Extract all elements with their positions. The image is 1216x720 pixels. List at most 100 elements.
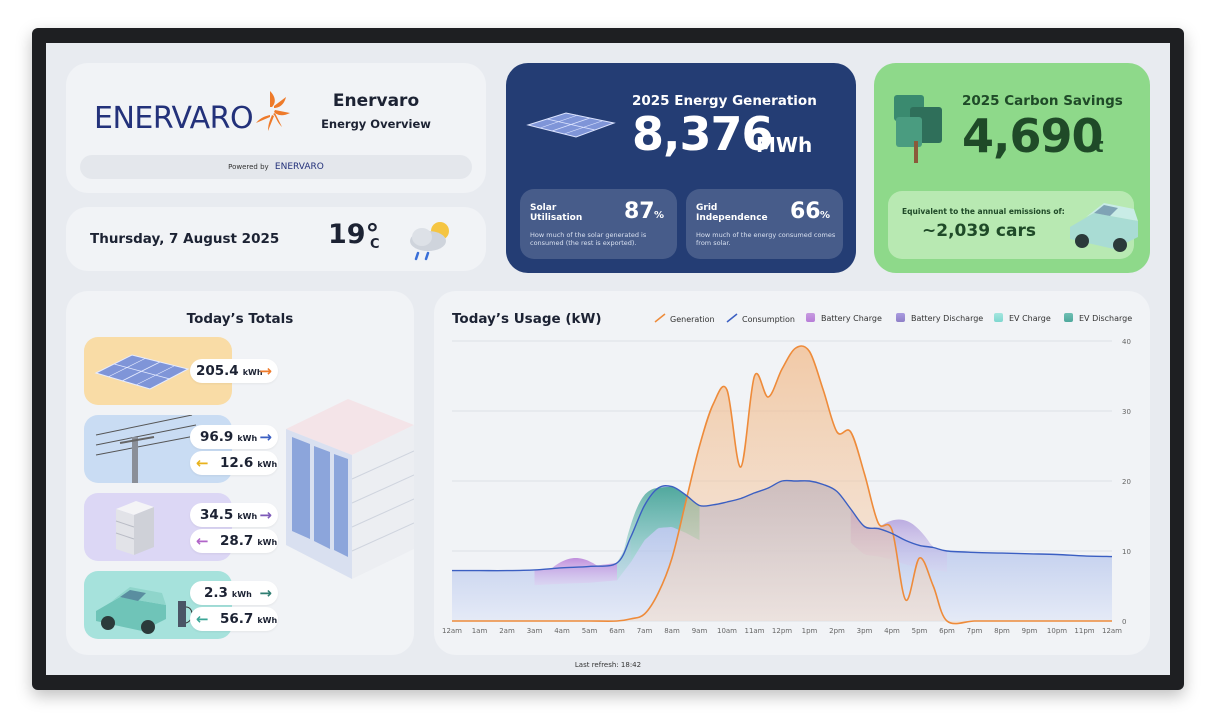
grid-independence-unit: % [820, 210, 831, 221]
legend-swatch [994, 313, 1003, 322]
x-tick-label: 7am [637, 627, 653, 635]
ev-discharge-area [630, 486, 700, 563]
legend-generation[interactable]: Generation [654, 313, 715, 324]
solar-utilisation-value: 87 [624, 199, 655, 224]
legend-ev-charge-label: EV Charge [1009, 314, 1051, 323]
solar-utilisation-description: How much of the solar generated is consu… [530, 231, 647, 247]
generation-value: 8,376 [632, 107, 774, 161]
grid-independence-description: How much of the energy consumed comes fr… [696, 231, 836, 247]
legend-swatch [806, 313, 815, 322]
battery-charge-pill: 34.5 kWh → [190, 503, 278, 527]
arrow-left-icon: ← [196, 454, 209, 472]
x-tick-label: 7pm [967, 627, 983, 635]
arrow-right-icon: → [259, 506, 272, 524]
y-tick-label: 40 [1122, 338, 1131, 346]
battery-charge-area [534, 558, 617, 586]
solar-panel-icon [526, 112, 616, 138]
grid-independence-value: 66 [790, 199, 821, 224]
equivalent-value: ~2,039 cars [922, 221, 1036, 241]
powered-logo: ENERVARO [274, 162, 324, 172]
generation-unit: MWh [756, 133, 813, 157]
generation-area [452, 345, 1112, 624]
building-icon [286, 399, 414, 579]
x-tick-label: 6pm [939, 627, 955, 635]
legend-battery-charge[interactable]: Battery Charge [806, 313, 882, 323]
brand-card: ENERVARO Enervaro Energy Overview Powere… [66, 63, 486, 193]
x-tick-label: 9am [692, 627, 708, 635]
solar-total-value: 205.4 [196, 363, 239, 379]
arrow-left-icon: ← [196, 532, 209, 550]
x-tick-label: 10am [717, 627, 737, 635]
battery-discharge-pill: ← 28.7 kWh [190, 529, 278, 553]
legend-swatch [896, 313, 905, 322]
solar-array-icon [94, 354, 190, 390]
legend-battery-charge-label: Battery Charge [821, 314, 882, 323]
todays-usage-card: Today’s Usage (kW) Generation Consumptio… [434, 291, 1150, 655]
legend-battery-discharge[interactable]: Battery Discharge [896, 313, 983, 323]
y-tick-label: 30 [1122, 408, 1131, 416]
energy-generation-card: 2025 Energy Generation 8,376 MWh Solar U… [506, 63, 856, 273]
carbon-title: 2025 Carbon Savings [962, 93, 1123, 109]
battery-discharge-value: 28.7 [220, 533, 254, 549]
battery-discharge-area [850, 509, 947, 572]
ev-charge-pill: 2.3 kWh → [190, 581, 278, 605]
temperature: 19° [328, 219, 380, 250]
arrow-left-icon: ← [196, 610, 209, 628]
x-tick-label: 1pm [802, 627, 818, 635]
electric-car-icon [96, 587, 193, 634]
solar-total-unit: kWh [242, 368, 263, 377]
grid-export-value: 12.6 [220, 455, 254, 471]
arrow-right-icon: → [259, 428, 272, 446]
legend-ev-discharge[interactable]: EV Discharge [1064, 313, 1132, 323]
legend-swatch [1064, 313, 1073, 322]
powered-by-label: Powered by [228, 163, 269, 171]
x-tick-label: 9pm [1022, 627, 1038, 635]
solar-utilisation-unit: % [654, 210, 665, 221]
x-tick-label: 5pm [912, 627, 928, 635]
solar-utilisation-label: Solar Utilisation [530, 203, 583, 223]
equivalent-box: Equivalent to the annual emissions of: ~… [888, 191, 1134, 259]
powered-by-bar: Powered by ENERVARO [80, 155, 472, 179]
arrow-right-icon: → [259, 584, 272, 602]
consumption-line [452, 479, 1113, 572]
grid-export-unit: kWh [257, 460, 278, 469]
x-tick-label: 11pm [1074, 627, 1094, 635]
grid-export-pill: ← 12.6 kWh [190, 451, 278, 475]
battery-discharge-unit: kWh [257, 538, 278, 547]
x-tick-label: 10pm [1047, 627, 1067, 635]
grid-import-unit: kWh [237, 434, 258, 443]
generation-line [452, 345, 1112, 625]
grid-independence-box: Grid Independence 66 % How much of the e… [686, 189, 843, 259]
usage-chart: 0 10 20 30 40 12am 1am 2am 3am 4am 5am 6am 7am 8am 9am… [442, 338, 1131, 635]
carbon-value: 4,690 [962, 109, 1104, 163]
x-tick-label: 12pm [772, 627, 792, 635]
x-tick-label: 2am [499, 627, 515, 635]
ev-charge-value: 2.3 [204, 585, 228, 601]
arrow-right-icon: → [259, 362, 272, 380]
battery-icon [115, 501, 154, 555]
grid-import-pill: 96.9 kWh → [190, 425, 278, 449]
cloud-sun-rain-icon [410, 222, 449, 261]
enervaro-logo: ENERVARO [94, 101, 254, 136]
usage-chart-title: Today’s Usage (kW) [452, 311, 602, 327]
x-tick-label: 4pm [884, 627, 900, 635]
battery-charge-unit: kWh [237, 512, 258, 521]
x-tick-label: 1am [472, 627, 488, 635]
last-refresh: Last refresh: 18:42 [574, 661, 642, 669]
sun-logo-icon [256, 91, 290, 131]
dashboard-screen: ENERVARO Enervaro Energy Overview Powere… [46, 43, 1170, 675]
legend-ev-charge[interactable]: EV Charge [994, 313, 1051, 323]
totals-title: Today’s Totals [186, 311, 294, 327]
temperature-unit: C [370, 237, 380, 252]
x-tick-label: 8am [664, 627, 680, 635]
legend-consumption[interactable]: Consumption [726, 313, 795, 324]
battery-charge-value: 34.5 [200, 507, 234, 523]
ev-discharge-value: 56.7 [220, 611, 254, 627]
x-tick-label: 2pm [829, 627, 845, 635]
carbon-unit: t [1094, 133, 1104, 157]
y-tick-label: 20 [1122, 478, 1131, 486]
legend-generation-label: Generation [670, 315, 715, 324]
ev-discharge-pill: ← 56.7 kWh [190, 607, 278, 631]
x-tick-label: 8pm [994, 627, 1010, 635]
ev-discharge-unit: kWh [257, 616, 278, 625]
